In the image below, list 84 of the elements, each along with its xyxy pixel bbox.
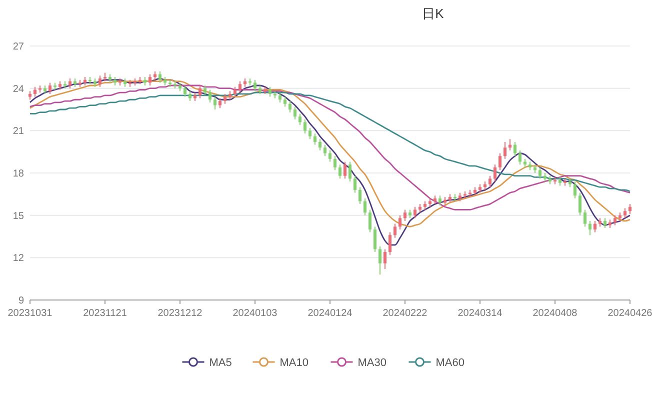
- x-tick-label: 20240222: [382, 308, 428, 319]
- candlestick: [204, 85, 206, 96]
- candlestick: [34, 86, 36, 98]
- candlestick: [294, 106, 296, 120]
- legend-label: MA5: [209, 356, 232, 369]
- candlestick: [604, 218, 606, 229]
- legend-label: MA60: [436, 356, 464, 369]
- y-tick-label: 18: [12, 168, 24, 180]
- candlestick: [584, 209, 586, 228]
- candlestick: [364, 198, 366, 216]
- candlestick: [334, 156, 336, 171]
- legend-label: MA10: [280, 356, 308, 369]
- candlestick: [254, 79, 256, 92]
- candlestick: [234, 86, 236, 98]
- x-tick-label: 20240408: [532, 308, 578, 319]
- candlestick: [518, 150, 522, 166]
- y-tick-label: 12: [12, 253, 24, 264]
- candlestick: [614, 214, 616, 226]
- x-tick-label: 20240426: [608, 308, 653, 319]
- x-tick-label: 20240124: [308, 308, 353, 319]
- candlestick: [314, 132, 316, 146]
- candlestick: [328, 150, 332, 162]
- candlestick: [184, 85, 186, 98]
- candlestick: [268, 86, 272, 98]
- candlestick: [574, 180, 576, 199]
- candlestick: [288, 100, 292, 113]
- candlestick: [588, 220, 592, 236]
- y-tick-label: 15: [12, 210, 24, 222]
- candlestick: [338, 164, 342, 180]
- candlestick: [388, 232, 392, 256]
- candlestick: [68, 78, 72, 89]
- y-tick-label: 21: [12, 126, 24, 138]
- candlestick: [538, 166, 542, 180]
- candlestick: [374, 226, 376, 253]
- x-tick-label: 20240314: [458, 308, 503, 319]
- candlestick: [148, 74, 152, 86]
- candlestick: [348, 161, 352, 182]
- y-tick-label: 24: [12, 84, 24, 95]
- candlestick: [218, 98, 222, 109]
- candlestick: [398, 214, 402, 230]
- candlestick: [438, 195, 442, 206]
- candlestick: [188, 90, 192, 102]
- candlestick: [404, 209, 406, 222]
- candlestick: [494, 164, 496, 182]
- candlestick: [394, 223, 396, 238]
- candlestick: [298, 113, 302, 126]
- candlestick: [158, 70, 162, 84]
- y-tick-label: 9: [18, 296, 24, 306]
- candlestick: [318, 138, 322, 151]
- legend-label: MA30: [358, 356, 386, 369]
- x-tick-label: 20240103: [232, 308, 278, 319]
- candlestick: [308, 127, 312, 140]
- candlestick: [514, 141, 516, 157]
- line-series: [29, 84, 631, 210]
- candlestick: [344, 161, 346, 180]
- x-tick-label: 20231031: [8, 308, 53, 319]
- candlestick: [278, 92, 282, 103]
- x-tick-label: 20231121: [83, 308, 128, 319]
- candlestick: [594, 220, 596, 233]
- candlestick: [214, 96, 216, 110]
- candlestick: [224, 93, 226, 104]
- candlestick: [488, 175, 492, 188]
- candlestick: [354, 175, 356, 194]
- candlestick: [208, 89, 212, 103]
- candlestick: [284, 96, 286, 108]
- candlestick: [238, 80, 242, 94]
- candlestick: [98, 75, 102, 88]
- candlestick: [504, 141, 506, 160]
- candlestick: [304, 118, 306, 134]
- candlestick: [358, 186, 362, 205]
- candlestick: [378, 246, 382, 276]
- candlestick: [414, 206, 416, 219]
- candlestick: [498, 152, 502, 171]
- y-tick-label: 27: [12, 42, 24, 52]
- candlestick: [48, 82, 52, 94]
- candlestick: [628, 204, 632, 214]
- x-tick-label: 20231212: [158, 308, 203, 319]
- candlestick: [624, 208, 626, 219]
- candlestick: [324, 144, 326, 157]
- candlestick: [198, 85, 202, 99]
- candlestick: [384, 248, 386, 270]
- chart-title: 日K: [422, 6, 444, 21]
- candlestick: [578, 192, 582, 216]
- candlestick: [368, 209, 372, 233]
